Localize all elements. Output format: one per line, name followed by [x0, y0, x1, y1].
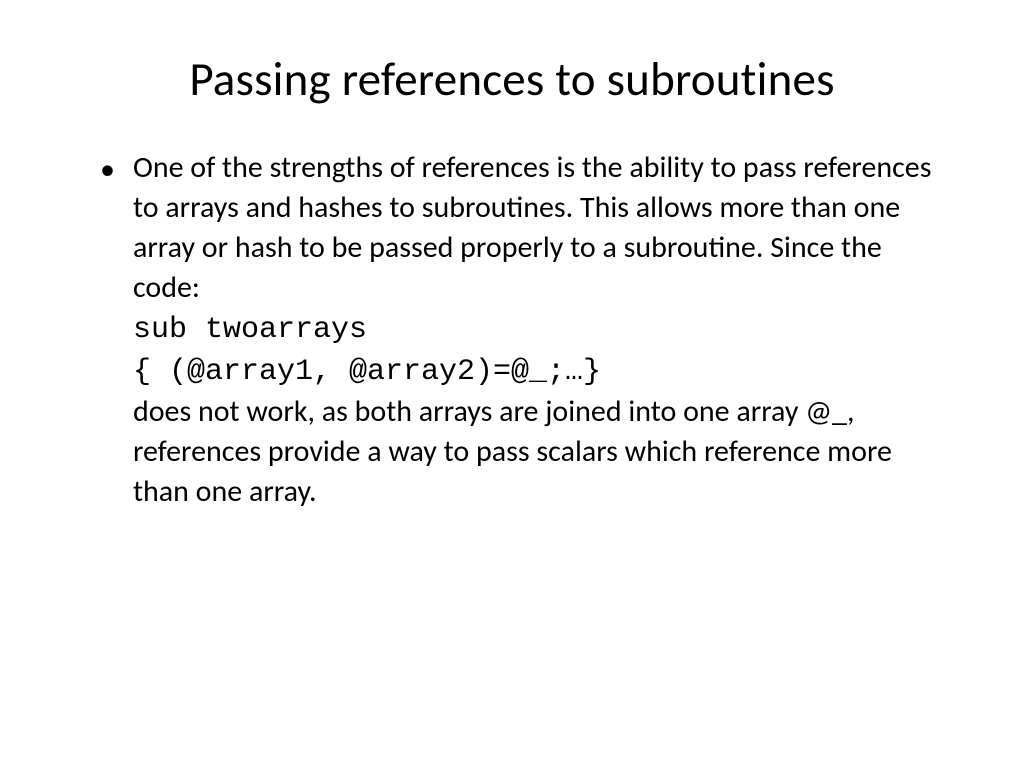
- code-line-2: { (@array1, @array2)=@_;…}: [133, 355, 601, 389]
- code-line-1: sub twoarrays: [133, 313, 367, 347]
- slide: Passing references to subroutines • One …: [0, 0, 1024, 768]
- bullet-marker: •: [100, 150, 115, 190]
- bullet-item: • One of the strengths of references is …: [100, 148, 954, 512]
- slide-title: Passing references to subroutines: [70, 50, 954, 108]
- body-part2: does not work, as both arrays are joined…: [133, 393, 892, 510]
- body-part1: One of the strengths of references is th…: [133, 149, 932, 306]
- slide-content: • One of the strengths of references is …: [70, 148, 954, 512]
- body-text: One of the strengths of references is th…: [133, 148, 954, 512]
